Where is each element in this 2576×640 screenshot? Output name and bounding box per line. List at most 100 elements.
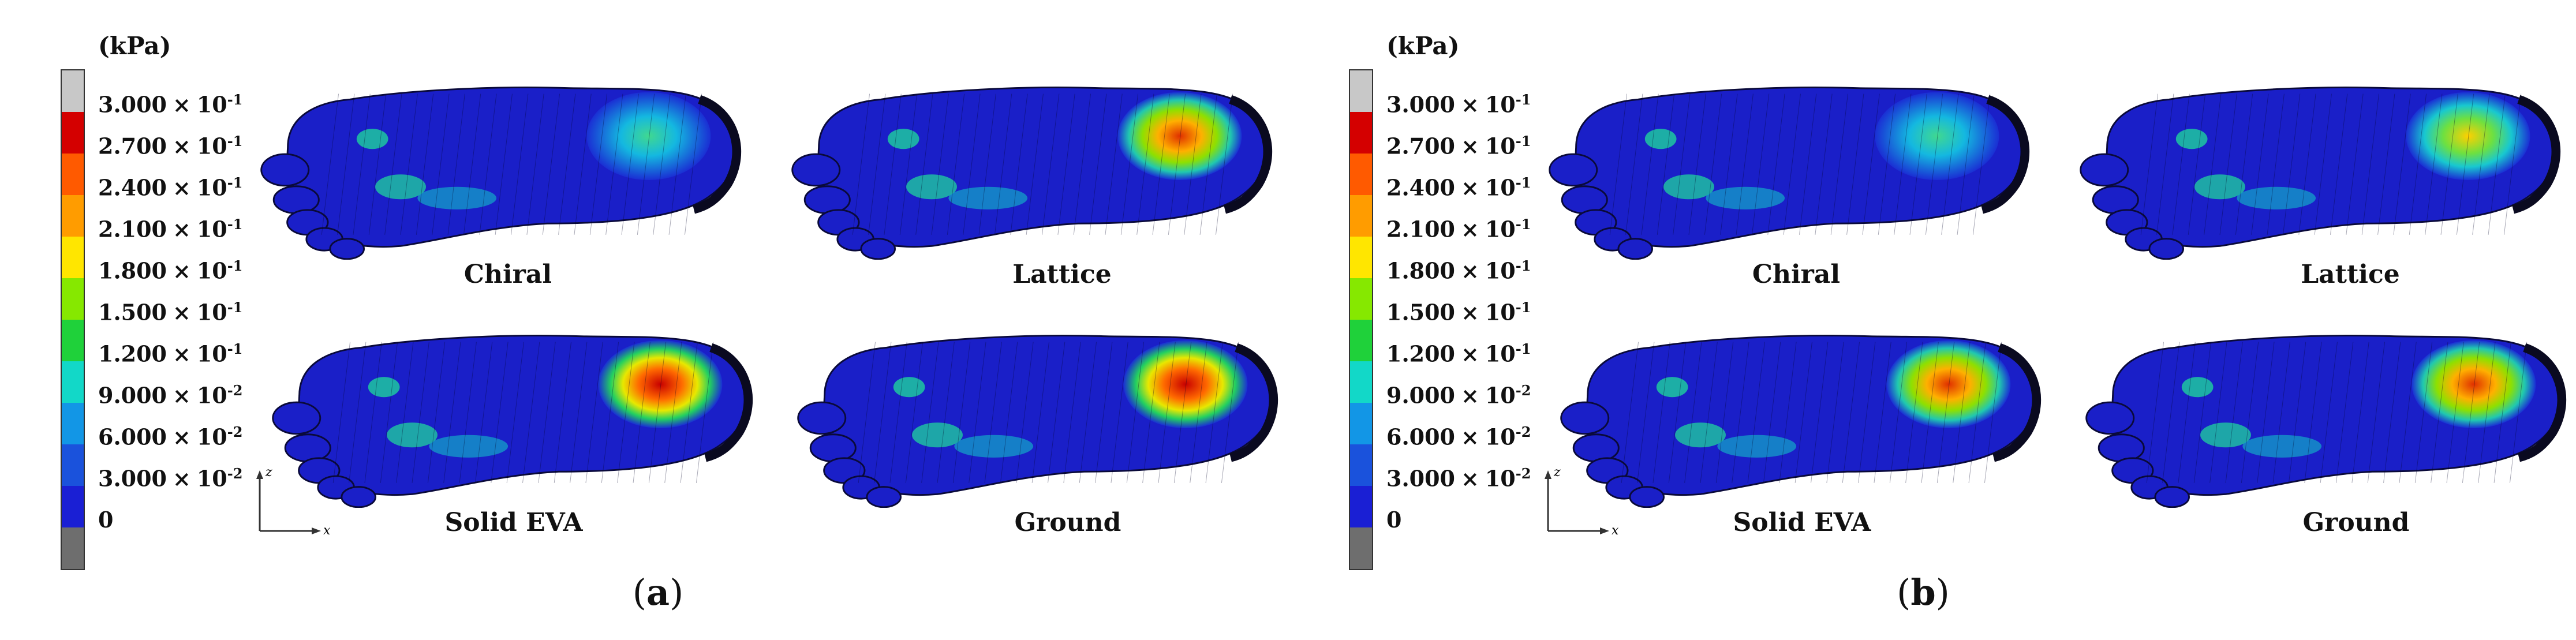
toe-shape	[1629, 486, 1665, 508]
legend-tick: 1.800 × 10-1	[98, 257, 242, 284]
tick-mantissa: 0	[98, 507, 114, 533]
foot-caption: Solid EVA	[444, 508, 583, 537]
heel-edge-shadow	[1992, 343, 2042, 462]
toe-shape	[860, 238, 896, 260]
tick-exponent: -1	[227, 340, 243, 357]
toe-shape	[809, 433, 857, 463]
heel-edge-shadow	[2512, 95, 2561, 214]
legend-tick: 1.800 × 10-1	[1386, 257, 1531, 284]
toe-shape	[1617, 238, 1653, 260]
legend-unit: (kPa)	[98, 32, 171, 60]
x-axis-label: x	[323, 523, 331, 538]
legend-tick: 3.000 × 10-2	[1386, 465, 1531, 492]
pressure-map-foot	[2079, 300, 2570, 508]
tick-base: 10	[1485, 465, 1516, 492]
mesh-overlay	[1609, 93, 1991, 235]
times-sign: ×	[1461, 340, 1479, 367]
legend-tick: 6.000 × 10-2	[98, 424, 242, 450]
heel-hotspot	[598, 340, 723, 429]
legend-tick: 0	[1386, 507, 1401, 533]
tick-exponent: -1	[227, 216, 243, 233]
toe-shape	[1549, 153, 1598, 187]
heel-hotspot	[2406, 92, 2530, 181]
midfoot-patch	[2237, 186, 2316, 209]
colorbar-segment	[62, 403, 84, 444]
x-arrow-icon	[1600, 527, 1609, 534]
times-sign: ×	[1461, 299, 1479, 325]
toe-shape	[272, 185, 320, 215]
pressure-map-foot	[266, 300, 756, 508]
toe-shape	[866, 486, 902, 508]
colorbar-segment	[62, 154, 84, 195]
tick-base: 10	[1485, 257, 1516, 284]
times-sign: ×	[173, 340, 191, 367]
legend-tick: 9.000 × 10-2	[1386, 382, 1531, 409]
tick-mantissa: 2.700	[98, 133, 167, 159]
tick-exponent: -1	[227, 257, 243, 274]
times-sign: ×	[173, 299, 191, 325]
tick-mantissa: 3.000	[1386, 465, 1455, 492]
tick-mantissa: 6.000	[1386, 424, 1455, 450]
heel-edge-shadow	[693, 95, 742, 214]
legend-tick: 3.000 × 10-1	[98, 91, 242, 118]
tick-exponent: -1	[227, 133, 243, 149]
colorbar-segment	[1350, 486, 1372, 527]
forefoot-patch	[356, 129, 388, 149]
tick-exponent: -2	[1515, 424, 1531, 440]
mesh-overlay	[332, 342, 714, 483]
z-axis-label: z	[265, 465, 272, 480]
colorbar-segment	[1350, 154, 1372, 195]
legend-unit: (kPa)	[1386, 32, 1460, 60]
midfoot-patch	[417, 186, 497, 209]
times-sign: ×	[173, 174, 191, 201]
tick-mantissa: 9.000	[1386, 382, 1455, 409]
toe-shape	[791, 153, 841, 187]
tick-base: 10	[196, 91, 227, 118]
midfoot-patch	[906, 174, 957, 200]
mesh-overlay	[1621, 342, 2002, 483]
midfoot-patch	[2242, 435, 2322, 458]
times-sign: ×	[173, 257, 191, 284]
toe-shape	[329, 238, 365, 260]
times-sign: ×	[173, 465, 191, 492]
z-arrow-icon	[1545, 470, 1551, 479]
panel-b: (kPa) 3.000 × 10-1 2.700 × 10-1 2.400 × 10-1 2.100…	[1288, 0, 2576, 640]
toe-shape	[1572, 433, 1620, 463]
foot-caption: Ground	[1014, 508, 1121, 537]
legend-tick: 2.700 × 10-1	[98, 133, 242, 159]
midfoot-patch	[2194, 174, 2245, 200]
midfoot-patch	[429, 435, 509, 458]
toe-shape	[2085, 401, 2135, 435]
mesh-overlay	[321, 93, 702, 235]
tick-mantissa: 1.800	[1386, 257, 1455, 284]
legend-tick: 1.500 × 10-1	[1386, 299, 1531, 325]
foot-caption: Lattice	[1012, 260, 1112, 289]
tick-base: 10	[1485, 91, 1516, 118]
midfoot-patch	[1717, 435, 1797, 458]
colorbar-segment	[1350, 527, 1372, 569]
midfoot-patch	[948, 186, 1028, 209]
heel-hotspot	[2412, 340, 2536, 429]
x-axis-label: x	[1612, 523, 1619, 538]
colorbar-segment	[62, 237, 84, 278]
tick-base: 10	[196, 133, 227, 159]
mesh-overlay	[852, 93, 1233, 235]
foot-caption: Chiral	[463, 260, 552, 289]
colorbar-segment	[62, 278, 84, 320]
toe-shape	[341, 486, 376, 508]
colorbar-segment	[1350, 70, 1372, 112]
legend-tick: 2.100 × 10-1	[1386, 216, 1531, 242]
tick-exponent: -1	[1515, 340, 1531, 357]
colorbar-segment	[62, 486, 84, 527]
heel-hotspot	[1875, 92, 1999, 181]
midfoot-patch	[954, 435, 1034, 458]
tick-mantissa: 2.700	[1386, 133, 1455, 159]
times-sign: ×	[1461, 174, 1479, 201]
toe-shape	[284, 433, 331, 463]
tick-exponent: -1	[227, 174, 243, 191]
times-sign: ×	[1461, 424, 1479, 450]
tick-exponent: -2	[227, 465, 243, 482]
foot-caption: Solid EVA	[1733, 508, 1871, 537]
forefoot-patch	[893, 377, 925, 398]
toe-shape	[2154, 486, 2190, 508]
